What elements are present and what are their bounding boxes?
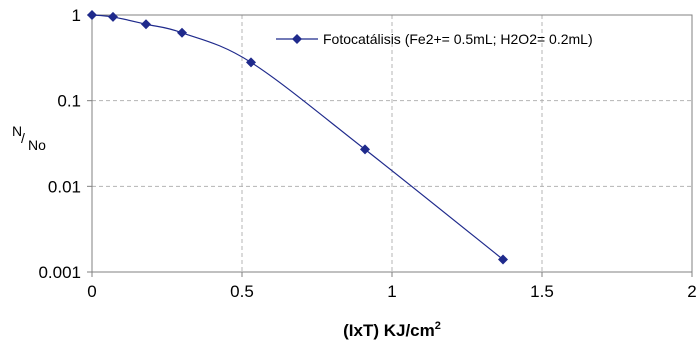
data-point	[87, 10, 97, 20]
y-tick-label: 0.001	[38, 263, 81, 282]
data-point	[177, 27, 187, 38]
x-tick-labels: 0 0.5 1 1.5 2	[87, 282, 696, 301]
y-axis-label-numerator: N	[12, 123, 22, 139]
x-tick-label: 1	[387, 282, 396, 301]
x-tick-label: 0	[87, 282, 96, 301]
axis-ticks	[87, 14, 693, 277]
y-axis-label-slash: /	[21, 130, 25, 146]
series-markers	[87, 10, 508, 265]
legend: Fotocatálisis (Fe2+= 0.5mL; H2O2= 0.2mL)	[276, 31, 593, 47]
series-line	[91, 14, 504, 260]
data-point	[246, 57, 256, 68]
data-point	[141, 19, 151, 30]
x-axis-label-main: (IxT) KJ/cm	[343, 321, 435, 340]
x-tick-label: 1.5	[530, 282, 554, 301]
y-tick-label: 0.1	[57, 92, 81, 111]
y-axis-label-denominator: No	[28, 137, 46, 153]
data-point	[498, 254, 508, 265]
legend-label: Fotocatálisis (Fe2+= 0.5mL; H2O2= 0.2mL)	[323, 31, 593, 47]
legend-marker	[292, 34, 302, 44]
y-tick-labels: 1 0.1 0.01 0.001	[38, 6, 81, 282]
x-tick-label: 0.5	[230, 282, 254, 301]
data-point	[108, 11, 118, 22]
y-axis-label: N / No	[12, 123, 46, 153]
x-tick-label: 2	[687, 282, 696, 301]
grid-lines	[92, 14, 693, 272]
x-axis-label-superscript: 2	[435, 320, 441, 332]
y-tick-label: 1	[72, 6, 81, 25]
x-axis-label: (IxT) KJ/cm2	[343, 320, 441, 340]
data-point	[360, 144, 370, 155]
y-tick-label: 0.01	[48, 177, 81, 196]
